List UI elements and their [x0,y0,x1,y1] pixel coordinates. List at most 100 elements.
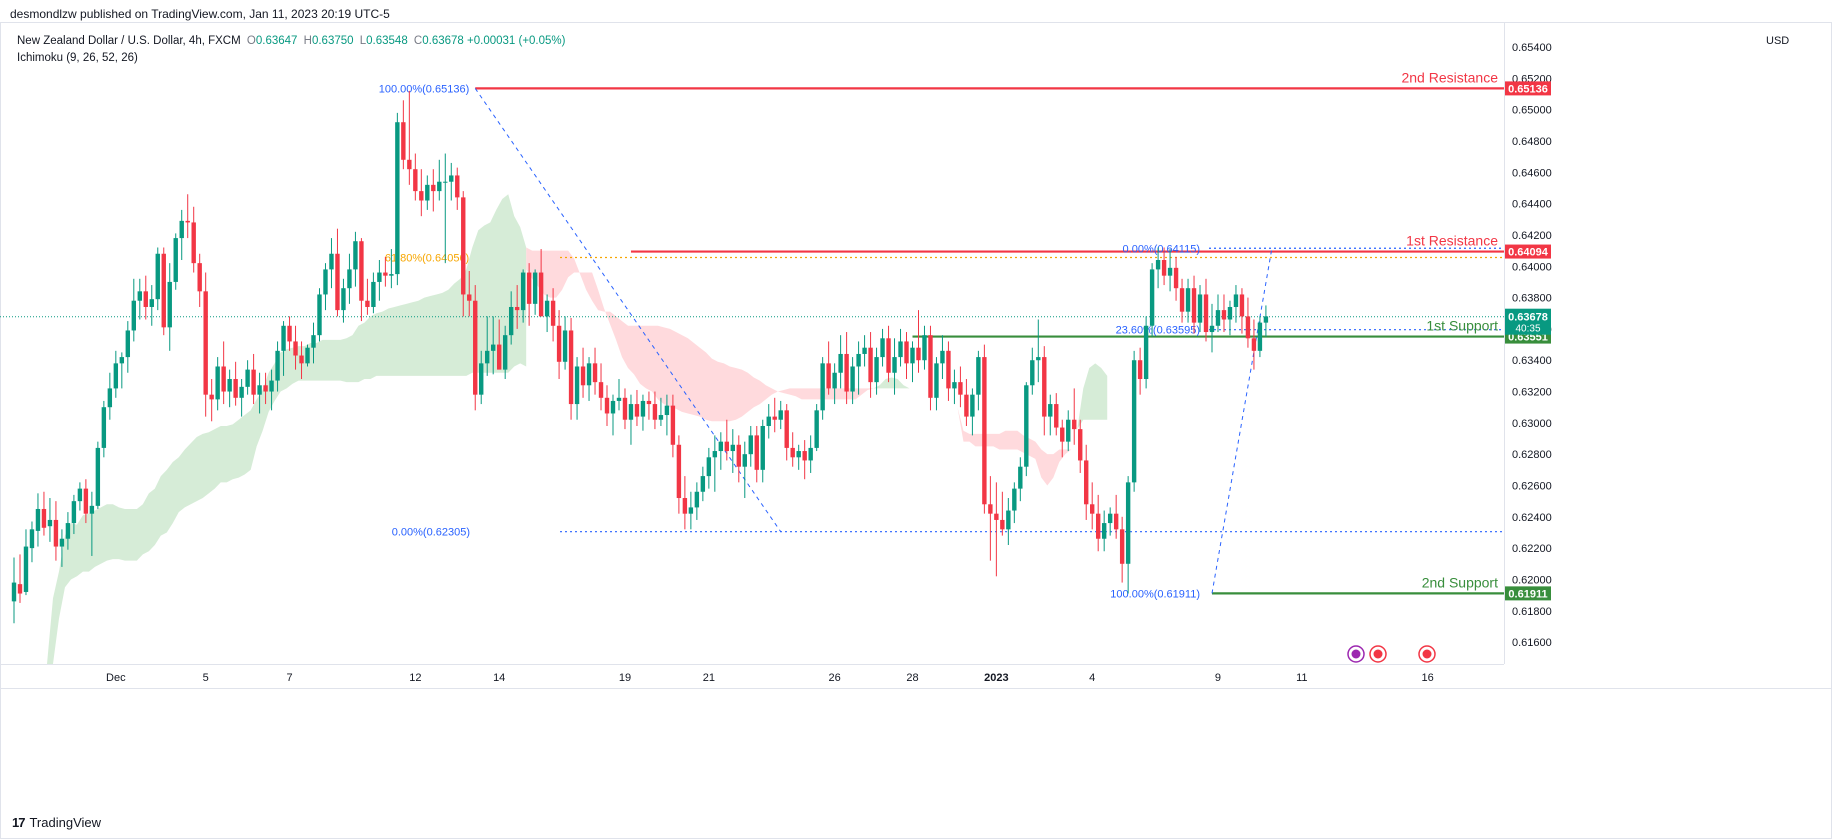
x-tick-label: 16 [1422,672,1434,684]
candle-down [844,353,849,392]
candle-down [287,325,292,342]
event-marker-dot [1373,649,1383,659]
candle-up [1125,482,1131,564]
y-tick-label: 0.63000 [1512,418,1552,430]
fibonacci-drawings: 100.00%(0.65136) 61.80%(0.64056) 0.00%(0.6… [0,83,1504,600]
symbol-legend: New Zealand Dollar / U.S. Dollar, 4h, FX… [17,35,565,47]
chart-frame [0,22,1832,839]
grid-layer [0,22,1832,839]
candle-down [359,241,364,301]
candle-up [820,363,825,411]
candle-down [1072,419,1077,430]
candle-up [389,274,394,276]
y-tick-label: 0.62200 [1512,543,1552,555]
low-value: 0.63548 [366,35,408,47]
candle-up [257,385,262,395]
cloud-bullish [47,194,527,664]
candle-down [1251,338,1257,351]
candle-down [670,405,676,445]
candle-up [700,476,706,492]
candle-up [508,306,514,336]
candle-down [916,347,921,361]
candle-up [329,253,334,270]
candle-up [29,529,35,549]
candle-down [598,382,604,398]
resistance-price-text: 0.64094 [1508,247,1549,259]
candle-up [131,300,136,331]
candle-up [239,386,244,398]
cloud-bearish [909,388,1078,486]
tradingview-logo[interactable]: 17 TradingView [12,815,101,830]
candle-up [1233,294,1239,307]
candle-up [616,397,622,401]
candle-up [832,372,837,389]
candle-up [664,405,670,416]
candle-down [556,325,562,362]
candle-down [496,344,502,370]
candle-down [784,410,789,448]
symbol-title: New Zealand Dollar / U.S. Dollar, 4h, FX… [17,35,241,47]
candle-up [1048,404,1053,417]
candle-up [269,380,274,392]
candle-down [401,122,406,160]
candle-down [1203,294,1209,333]
candle-down [83,488,89,514]
candle-down [413,169,418,192]
countdown-text: 40:35 [1515,324,1540,335]
candle-up [1131,360,1137,483]
candle-up [1197,294,1203,323]
candle-up [610,400,616,414]
candle-down [251,369,256,395]
candle-down [1078,429,1083,461]
candle-down [197,263,202,292]
x-tick-label: Dec [106,672,126,684]
candle-down [958,382,963,395]
y-tick-label: 0.65000 [1512,105,1552,117]
candle-up [35,508,41,531]
candle-down [185,220,190,223]
x-tick-label: 5 [203,672,209,684]
candle-up [149,299,154,307]
candle-up [1167,267,1173,276]
candle-up [227,379,232,392]
candle-up [71,501,77,524]
candle-up [341,288,346,311]
candle-down [550,300,556,326]
candle-down [209,394,214,400]
candle-up [275,350,280,381]
y-tick-label: 0.63400 [1512,355,1552,367]
candle-up [1257,322,1263,351]
candle-up [910,347,915,364]
indicator-legend[interactable]: Ichimoku (9, 26, 52, 26) [17,52,138,64]
candle-down [526,272,532,304]
candle-down [790,447,795,458]
candle-up [544,300,550,317]
candle-down [1173,267,1179,289]
candle-down [988,504,993,514]
close-label: C [413,35,423,47]
candle-down [1042,357,1047,417]
fib-label: 0.00%(0.64115) [1123,243,1200,255]
candle-down [982,357,987,505]
x-tick-label: 11 [1296,672,1307,684]
open-label: O [246,35,256,47]
candle-down [736,444,741,467]
candle-down [455,175,460,198]
event-marker-dot [1351,649,1361,659]
candlestick-series [11,90,1269,624]
candle-up [347,269,352,289]
candle-down [203,291,208,395]
candle-down [724,441,730,452]
candle-down [419,191,424,201]
candle-down [335,253,340,311]
candle-up [1143,325,1149,380]
open-value: 0.63647 [255,35,298,47]
candle-up [712,451,718,458]
tradingview-logo-icon: 17 [12,815,26,830]
candle-down [568,330,574,405]
candle-up [437,181,442,192]
candle-down [53,519,59,547]
y-tick-label: 0.64600 [1512,167,1552,179]
level-labels: 2nd Resistance 0.65136 1st Resistance 0.640… [1347,69,1551,663]
